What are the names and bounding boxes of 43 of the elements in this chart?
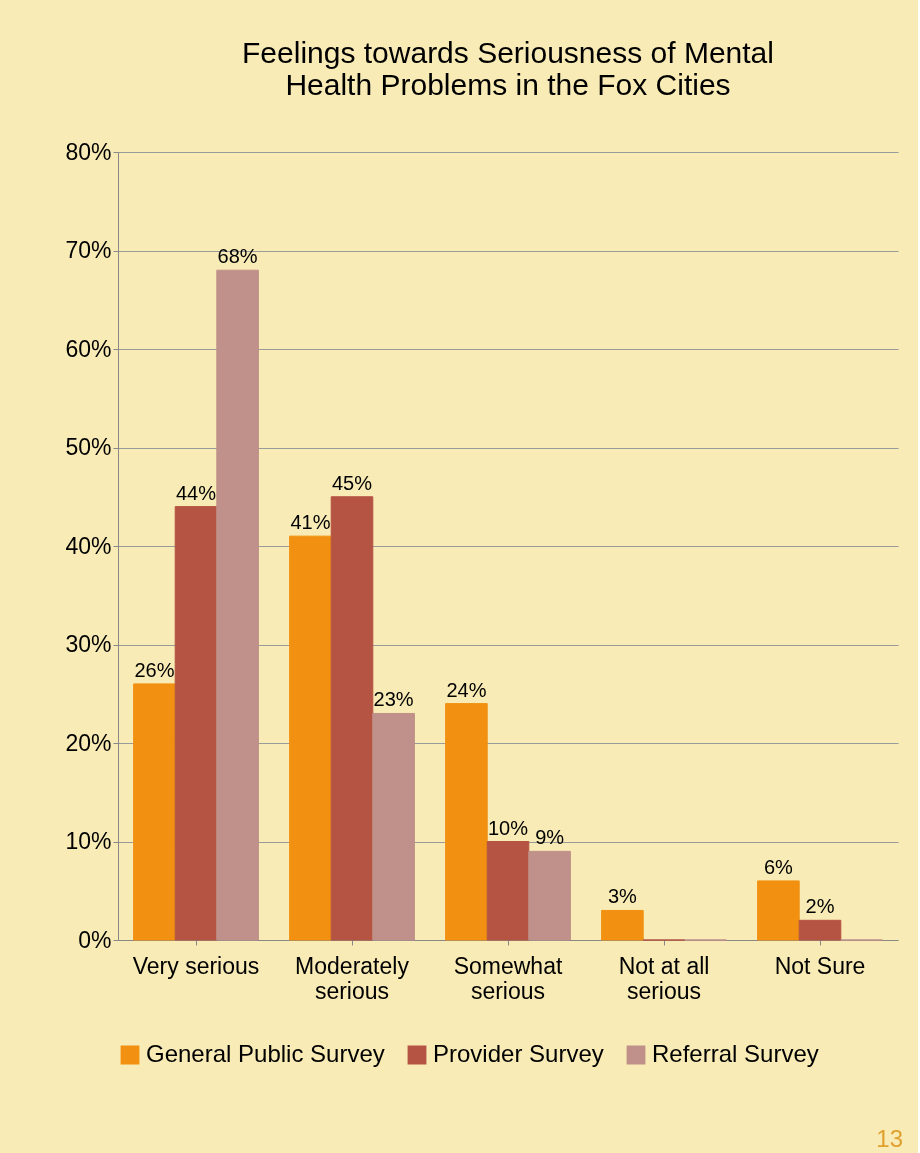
data-label: 44% <box>175 481 217 504</box>
data-label: 10% <box>487 816 529 839</box>
bar <box>133 683 176 941</box>
bar <box>372 712 415 941</box>
x-tick-label: Not at all serious <box>618 952 710 1004</box>
y-tick-label: 10% <box>65 828 112 854</box>
data-label: 2% <box>805 895 835 918</box>
y-tick-label: 60% <box>65 335 112 362</box>
bar <box>216 269 259 941</box>
bar <box>330 496 374 941</box>
x-tick-label: Not Sure <box>774 952 866 979</box>
y-tick-label: 40% <box>65 532 112 559</box>
bar <box>601 909 644 941</box>
bar <box>445 703 488 941</box>
data-label: 9% <box>535 826 565 849</box>
bar <box>486 841 530 941</box>
legend-label: General Public Survey <box>146 1040 385 1067</box>
bar <box>757 880 800 941</box>
bar <box>528 850 571 941</box>
y-tick-label: 0% <box>78 926 112 953</box>
legend-label: Provider Survey <box>433 1040 604 1067</box>
y-tick-label: 20% <box>65 729 112 756</box>
data-label: 24% <box>446 678 487 701</box>
data-label: 3% <box>607 885 638 908</box>
bar <box>289 535 332 941</box>
bar <box>174 506 218 941</box>
legend-label: Referral Survey <box>652 1040 819 1067</box>
bar <box>798 919 842 941</box>
y-tick-label: 50% <box>65 434 112 460</box>
y-tick-label: 80% <box>65 138 112 165</box>
y-tick-label: 70% <box>65 237 112 263</box>
chart-title: Feelings towards Seriousness of Mental Health Problems in the Fox Cities <box>242 36 774 101</box>
y-tick-label: 30% <box>65 631 112 657</box>
x-tick-label: Moderately serious <box>295 952 410 1004</box>
data-label: 26% <box>134 658 175 681</box>
x-tick-label: Very serious <box>132 952 260 979</box>
data-label: 6% <box>763 855 794 878</box>
data-label: 68% <box>217 245 258 268</box>
data-label: 23% <box>373 688 414 711</box>
x-tick-label: Somewhat serious <box>453 952 563 1004</box>
data-label: 45% <box>331 471 373 494</box>
text: 13 <box>876 1125 903 1152</box>
data-label: 41% <box>290 511 331 534</box>
